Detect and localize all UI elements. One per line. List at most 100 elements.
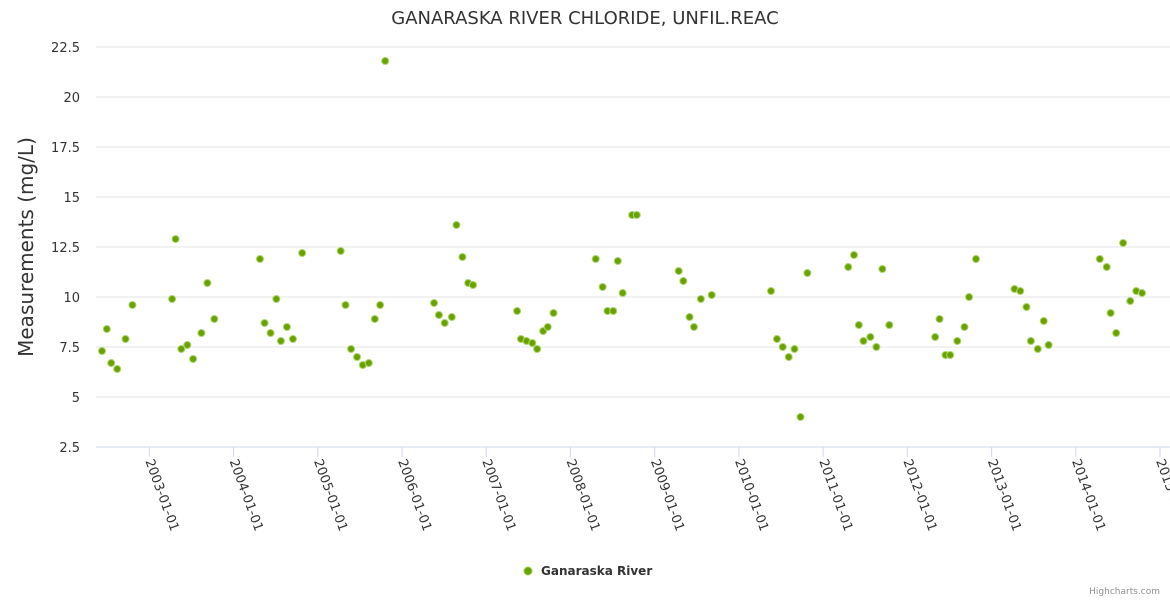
data-point[interactable]: 2009-07-20: 9.9 [696, 295, 705, 303]
data-point[interactable]: 2012-05-20: 8.9 [935, 315, 944, 323]
data-point[interactable]: 2006-08-05: 9 [447, 313, 456, 321]
y-tick-label: 10 [63, 291, 80, 306]
data-point[interactable]: 2010-07-10: 7.5 [778, 343, 787, 351]
data-point[interactable]: 2008-07-05: 9.3 [609, 307, 618, 315]
data-point[interactable]: 2004-06-10: 8.2 [266, 329, 275, 337]
data-point[interactable]: 2003-04-10: 9.9 [168, 295, 177, 303]
data-point[interactable]: 2010-06-15: 7.9 [772, 335, 781, 343]
data-point[interactable]: 2012-09-05: 8.5 [960, 323, 969, 331]
data-point[interactable]: 2011-08-20: 7.5 [872, 343, 881, 351]
data-point[interactable]: 2014-06-01: 9.2 [1106, 309, 1115, 317]
data-point[interactable]: 2003-06-15: 7.6 [183, 341, 192, 349]
data-point[interactable]: 2007-10-20: 9.2 [549, 309, 558, 317]
data-point[interactable]: 2011-04-20: 11.5 [844, 263, 853, 271]
data-point[interactable]: 2013-05-05: 10.3 [1016, 287, 1025, 295]
data-point[interactable]: 2012-07-05: 7.1 [946, 351, 955, 359]
data-point[interactable]: 2002-06-10: 7.3 [97, 347, 106, 355]
data-point[interactable]: 2013-07-20: 7.4 [1033, 345, 1042, 353]
data-point[interactable]: 2008-10-15: 14.1 [632, 211, 641, 219]
data-point[interactable]: 2007-05-15: 9.3 [513, 307, 522, 315]
data-point[interactable]: 2006-08-25: 13.6 [452, 221, 461, 229]
data-point[interactable]: 2013-09-05: 7.6 [1044, 341, 1053, 349]
data-point[interactable]: 2004-07-25: 7.8 [276, 337, 285, 345]
data-point[interactable]: 2008-05-20: 10.5 [598, 283, 607, 291]
data-point[interactable]: 2003-09-10: 10.7 [203, 279, 212, 287]
data-point[interactable]: 2007-09-25: 8.5 [543, 323, 552, 331]
data-point[interactable]: 2005-08-10: 6.7 [364, 359, 373, 367]
y-tick-label: 15 [63, 191, 80, 206]
x-tick-label: 2010-01-01 [731, 457, 771, 533]
data-point[interactable]: 2005-05-01: 9.6 [341, 301, 350, 309]
data-point[interactable]: 2004-08-20: 8.5 [282, 323, 291, 331]
data-point[interactable]: 2010-05-20: 10.3 [766, 287, 775, 295]
data-point[interactable]: 2003-05-20: 7.4 [177, 345, 186, 353]
data-point[interactable]: 2005-04-10: 12.3 [336, 247, 345, 255]
data-point[interactable]: 2011-06-25: 7.8 [859, 337, 868, 345]
data-point[interactable]: 2012-08-05: 7.8 [953, 337, 962, 345]
data-point[interactable]: 2011-10-15: 8.6 [885, 321, 894, 329]
legend[interactable]: Ganaraska River [523, 564, 652, 578]
data-point[interactable]: 2010-08-30: 7.4 [790, 345, 799, 353]
data-point[interactable]: 2006-07-05: 8.7 [440, 319, 449, 327]
x-tick-label: 2006-01-01 [394, 457, 434, 533]
data-point[interactable]: 2012-05-01: 8 [931, 333, 940, 341]
data-point[interactable]: 2009-09-05: 10.1 [707, 291, 716, 299]
credits-link[interactable]: Highcharts.com [1089, 587, 1160, 597]
data-point[interactable]: 2009-05-05: 10.8 [679, 277, 688, 285]
data-point[interactable]: 2003-04-25: 12.9 [171, 235, 180, 243]
data-point[interactable]: 2009-06-01: 9 [685, 313, 694, 321]
data-point[interactable]: 2009-04-15: 11.3 [674, 267, 683, 275]
data-point[interactable]: 2014-05-15: 11.5 [1102, 263, 1111, 271]
data-point[interactable]: 2014-07-25: 12.7 [1119, 239, 1128, 247]
data-point[interactable]: 2013-06-20: 7.8 [1026, 337, 1035, 345]
data-point[interactable]: 2011-09-15: 11.4 [878, 265, 887, 273]
data-point[interactable]: 2013-08-15: 8.8 [1039, 317, 1048, 325]
data-point[interactable]: 2002-10-20: 9.6 [128, 301, 137, 309]
data-point[interactable]: 2002-07-01: 8.4 [102, 325, 111, 333]
x-tick-label: 2005-01-01 [310, 457, 350, 533]
data-point[interactable]: 2012-09-25: 10 [965, 293, 974, 301]
data-point[interactable]: 2006-09-20: 12 [458, 253, 467, 261]
data-point[interactable]: 2014-06-25: 8.2 [1112, 329, 1121, 337]
data-point[interactable]: 2004-09-15: 7.9 [288, 335, 297, 343]
data-point[interactable]: 2003-07-10: 6.9 [189, 355, 198, 363]
data-point[interactable]: 2003-10-10: 8.9 [210, 315, 219, 323]
y-tick-label: 7.5 [59, 341, 80, 356]
data-point[interactable]: 2010-09-25: 4 [796, 413, 805, 421]
data-point[interactable]: 2005-09-28: 9.6 [376, 301, 385, 309]
data-point[interactable]: 2011-07-25: 8 [866, 333, 875, 341]
x-tick-label: 2012-01-01 [900, 457, 940, 533]
data-point[interactable]: 2006-11-05: 10.6 [469, 281, 478, 289]
data-point[interactable]: 2012-10-25: 11.9 [971, 255, 980, 263]
data-point[interactable]: 2013-06-01: 9.5 [1022, 303, 1031, 311]
data-point[interactable]: 2011-05-15: 12.1 [849, 251, 858, 259]
data-point[interactable]: 2004-04-25: 11.9 [255, 255, 264, 263]
data-point[interactable]: 2005-09-05: 8.9 [370, 315, 379, 323]
data-point[interactable]: 2003-08-15: 8.2 [197, 329, 206, 337]
data-point[interactable]: 2011-06-05: 8.6 [854, 321, 863, 329]
data-point[interactable]: 2014-10-15: 10.2 [1138, 289, 1147, 297]
data-point[interactable]: 2008-04-20: 11.9 [591, 255, 600, 263]
y-tick-label: 2.5 [59, 441, 80, 456]
data-point[interactable]: 2002-09-20: 7.9 [121, 335, 130, 343]
data-point[interactable]: 2014-04-15: 11.9 [1095, 255, 1104, 263]
data-point[interactable]: 2005-06-20: 7 [353, 353, 362, 361]
data-point[interactable]: 2004-05-15: 8.7 [260, 319, 269, 327]
data-point[interactable]: 2007-07-20: 7.7 [528, 339, 537, 347]
data-point[interactable]: 2010-08-05: 7 [784, 353, 793, 361]
data-point[interactable]: 2014-08-25: 9.8 [1126, 297, 1135, 305]
data-point[interactable]: 2002-07-20: 6.7 [107, 359, 116, 367]
legend-item-label[interactable]: Ganaraska River [541, 564, 652, 578]
data-point[interactable]: 2008-07-25: 11.8 [613, 257, 622, 265]
data-point[interactable]: 2005-10-20: 21.8 [381, 57, 390, 65]
data-point[interactable]: 2006-06-10: 9.1 [434, 311, 443, 319]
data-point[interactable]: 2007-08-10: 7.4 [533, 345, 542, 353]
data-point[interactable]: 2004-07-05: 9.9 [272, 295, 281, 303]
data-point[interactable]: 2002-08-15: 6.4 [113, 365, 122, 373]
data-point[interactable]: 2004-10-25: 12.2 [298, 249, 307, 257]
data-point[interactable]: 2009-06-20: 8.5 [689, 323, 698, 331]
data-point[interactable]: 2010-10-25: 11.2 [803, 269, 812, 277]
data-point[interactable]: 2005-05-25: 7.4 [347, 345, 356, 353]
data-point[interactable]: 2008-08-15: 10.2 [618, 289, 627, 297]
data-point[interactable]: 2006-05-20: 9.7 [430, 299, 439, 307]
